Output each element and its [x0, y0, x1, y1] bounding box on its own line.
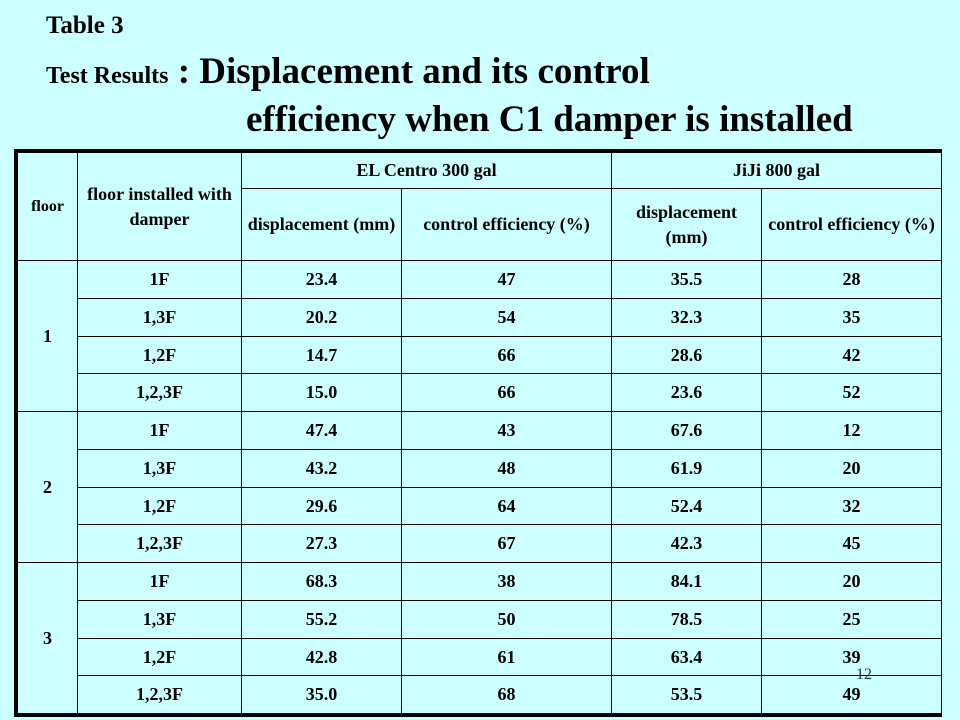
el-centro-displacement-cell: 47.4 — [241, 411, 402, 450]
installed-floors-cell: 1F — [77, 260, 242, 299]
table-title-line2: efficiency when C1 damper is installed — [246, 99, 853, 140]
jiji-displacement-cell: 78.5 — [611, 599, 762, 639]
header-el-centro: EL Centro 300 gal — [241, 152, 612, 189]
jiji-displacement-cell: 84.1 — [611, 562, 762, 601]
jiji-displacement-cell: 28.6 — [611, 335, 762, 375]
el-centro-displacement-cell: 27.3 — [241, 524, 402, 563]
table-row: 1,2F 14.7 66 28.6 42 — [18, 335, 943, 375]
installed-floors-cell: 1,2F — [77, 486, 242, 526]
jiji-efficiency-cell: 32 — [760, 486, 943, 526]
title-main-line1: Displacement and its control — [199, 51, 650, 92]
table-label: Table 3 — [46, 12, 124, 39]
jiji-displacement-cell: 67.6 — [611, 411, 762, 450]
el-centro-displacement-cell: 42.8 — [241, 637, 402, 677]
table-row: 1,2F 42.8 61 63.4 39 — [18, 637, 943, 677]
el-centro-efficiency-cell: 67 — [401, 524, 612, 563]
el-centro-efficiency-cell: 66 — [401, 335, 612, 375]
jiji-efficiency-cell: 20 — [760, 448, 943, 488]
table-row: 1,2,3F 35.0 68 53.5 49 — [18, 675, 943, 714]
table-row: 1,2F 29.6 64 52.4 32 — [18, 486, 943, 526]
el-centro-efficiency-cell: 68 — [401, 675, 612, 714]
el-centro-efficiency-cell: 47 — [401, 260, 612, 299]
el-centro-displacement-cell: 23.4 — [241, 260, 402, 299]
jiji-displacement-cell: 35.5 — [611, 260, 762, 299]
installed-floors-cell: 1,3F — [77, 599, 242, 639]
header-jiji-efficiency: control efficiency (%) — [760, 188, 943, 261]
floor-cell: 1 — [17, 260, 78, 412]
installed-floors-cell: 1F — [77, 411, 242, 450]
installed-floors-cell: 1F — [77, 562, 242, 601]
el-centro-efficiency-cell: 54 — [401, 297, 612, 337]
el-centro-efficiency-cell: 43 — [401, 411, 612, 450]
jiji-efficiency-cell: 20 — [760, 562, 943, 601]
el-centro-efficiency-cell: 50 — [401, 599, 612, 639]
el-centro-displacement-cell: 43.2 — [241, 448, 402, 488]
table-row: 1,2,3F 27.3 67 42.3 45 — [18, 524, 943, 563]
jiji-displacement-cell: 61.9 — [611, 448, 762, 488]
installed-floors-cell: 1,3F — [77, 448, 242, 488]
header-floor-installed: floor installed with damper — [77, 152, 242, 261]
installed-floors-cell: 1,2,3F — [77, 373, 242, 412]
el-centro-displacement-cell: 29.6 — [241, 486, 402, 526]
el-centro-displacement-cell: 15.0 — [241, 373, 402, 412]
el-centro-efficiency-cell: 38 — [401, 562, 612, 601]
jiji-displacement-cell: 42.3 — [611, 524, 762, 563]
el-centro-displacement-cell: 20.2 — [241, 297, 402, 337]
title-prefix: Test Results — [46, 63, 169, 89]
header-el-centro-displacement: displacement (mm) — [241, 188, 402, 261]
el-centro-efficiency-cell: 48 — [401, 448, 612, 488]
jiji-efficiency-cell: 12 — [760, 411, 943, 450]
el-centro-efficiency-cell: 61 — [401, 637, 612, 677]
jiji-efficiency-cell: 42 — [760, 335, 943, 375]
jiji-efficiency-cell: 39 — [760, 637, 943, 677]
page-number: 12 — [856, 666, 872, 683]
el-centro-displacement-cell: 55.2 — [241, 599, 402, 639]
floor-cell: 3 — [17, 562, 78, 714]
header-jiji-displacement: displacement (mm) — [611, 188, 762, 261]
results-table: floor floor installed with damper EL Cen… — [17, 152, 943, 714]
el-centro-displacement-cell: 68.3 — [241, 562, 402, 601]
jiji-efficiency-cell: 35 — [760, 297, 943, 337]
title-separator: : — [168, 51, 200, 92]
el-centro-efficiency-cell: 64 — [401, 486, 612, 526]
header-jiji: JiJi 800 gal — [610, 152, 943, 189]
jiji-efficiency-cell: 28 — [760, 260, 943, 299]
installed-floors-cell: 1,3F — [77, 297, 242, 337]
jiji-displacement-cell: 23.6 — [611, 373, 762, 412]
table-row: 1,3F 43.2 48 61.9 20 — [18, 448, 943, 488]
jiji-displacement-cell: 53.5 — [611, 675, 762, 714]
jiji-displacement-cell: 52.4 — [611, 486, 762, 526]
el-centro-displacement-cell: 35.0 — [241, 675, 402, 714]
header-floor: floor — [17, 152, 78, 261]
table-title-line1: Test Results : Displacement and its cont… — [46, 50, 650, 93]
el-centro-efficiency-cell: 66 — [401, 373, 612, 412]
jiji-displacement-cell: 63.4 — [611, 637, 762, 677]
table-row: 2 1F 47.4 43 67.6 12 — [17, 411, 943, 563]
results-table-frame: floor floor installed with damper EL Cen… — [14, 149, 943, 717]
installed-floors-cell: 1,2F — [77, 335, 242, 375]
jiji-efficiency-cell: 45 — [760, 524, 943, 563]
jiji-efficiency-cell: 25 — [760, 599, 943, 639]
table-row: 3 1F 68.3 38 84.1 20 — [17, 562, 943, 714]
table-row: 1,3F 20.2 54 32.3 35 — [18, 297, 943, 337]
el-centro-displacement-cell: 14.7 — [241, 335, 402, 375]
table-body: 1 1F 23.4 47 35.5 28 1,3F 20.2 54 32.3 35 1,2F 14.7 6… — [17, 260, 943, 714]
table-row: 1,3F 55.2 50 78.5 25 — [18, 599, 943, 639]
floor-cell: 2 — [17, 411, 78, 563]
header-el-centro-efficiency: control efficiency (%) — [401, 188, 612, 261]
table-row: 1 1F 23.4 47 35.5 28 — [17, 260, 943, 412]
jiji-displacement-cell: 32.3 — [611, 297, 762, 337]
jiji-efficiency-cell: 49 — [760, 675, 943, 714]
installed-floors-cell: 1,2F — [77, 637, 242, 677]
jiji-efficiency-cell: 52 — [760, 373, 943, 412]
table-row: 1,2,3F 15.0 66 23.6 52 — [18, 373, 943, 412]
installed-floors-cell: 1,2,3F — [77, 675, 242, 714]
installed-floors-cell: 1,2,3F — [77, 524, 242, 563]
